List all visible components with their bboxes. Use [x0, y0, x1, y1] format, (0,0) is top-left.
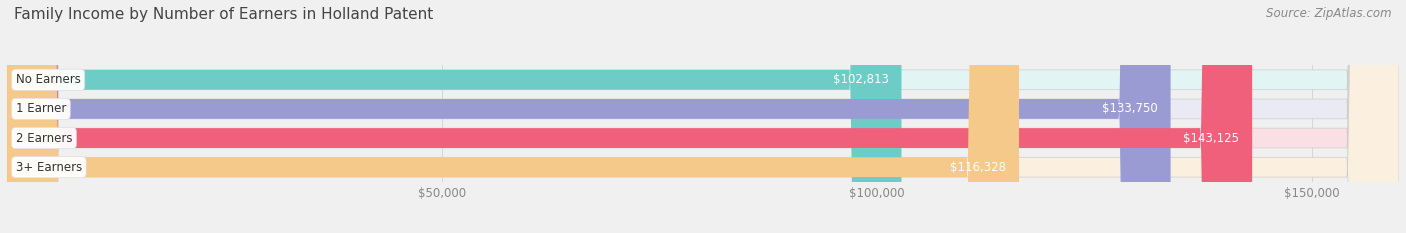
Text: 2 Earners: 2 Earners: [15, 132, 72, 144]
Text: $143,125: $143,125: [1182, 132, 1239, 144]
Text: Source: ZipAtlas.com: Source: ZipAtlas.com: [1267, 7, 1392, 20]
Text: $102,813: $102,813: [832, 73, 889, 86]
FancyBboxPatch shape: [7, 0, 1399, 233]
FancyBboxPatch shape: [7, 0, 1253, 233]
Text: No Earners: No Earners: [15, 73, 80, 86]
FancyBboxPatch shape: [7, 0, 1019, 233]
Text: 3+ Earners: 3+ Earners: [15, 161, 82, 174]
Text: Family Income by Number of Earners in Holland Patent: Family Income by Number of Earners in Ho…: [14, 7, 433, 22]
FancyBboxPatch shape: [7, 0, 1399, 233]
Text: $116,328: $116,328: [950, 161, 1005, 174]
FancyBboxPatch shape: [7, 0, 1399, 233]
FancyBboxPatch shape: [7, 0, 1171, 233]
FancyBboxPatch shape: [7, 0, 901, 233]
Text: $133,750: $133,750: [1102, 103, 1157, 115]
FancyBboxPatch shape: [7, 0, 1399, 233]
Text: 1 Earner: 1 Earner: [15, 103, 66, 115]
